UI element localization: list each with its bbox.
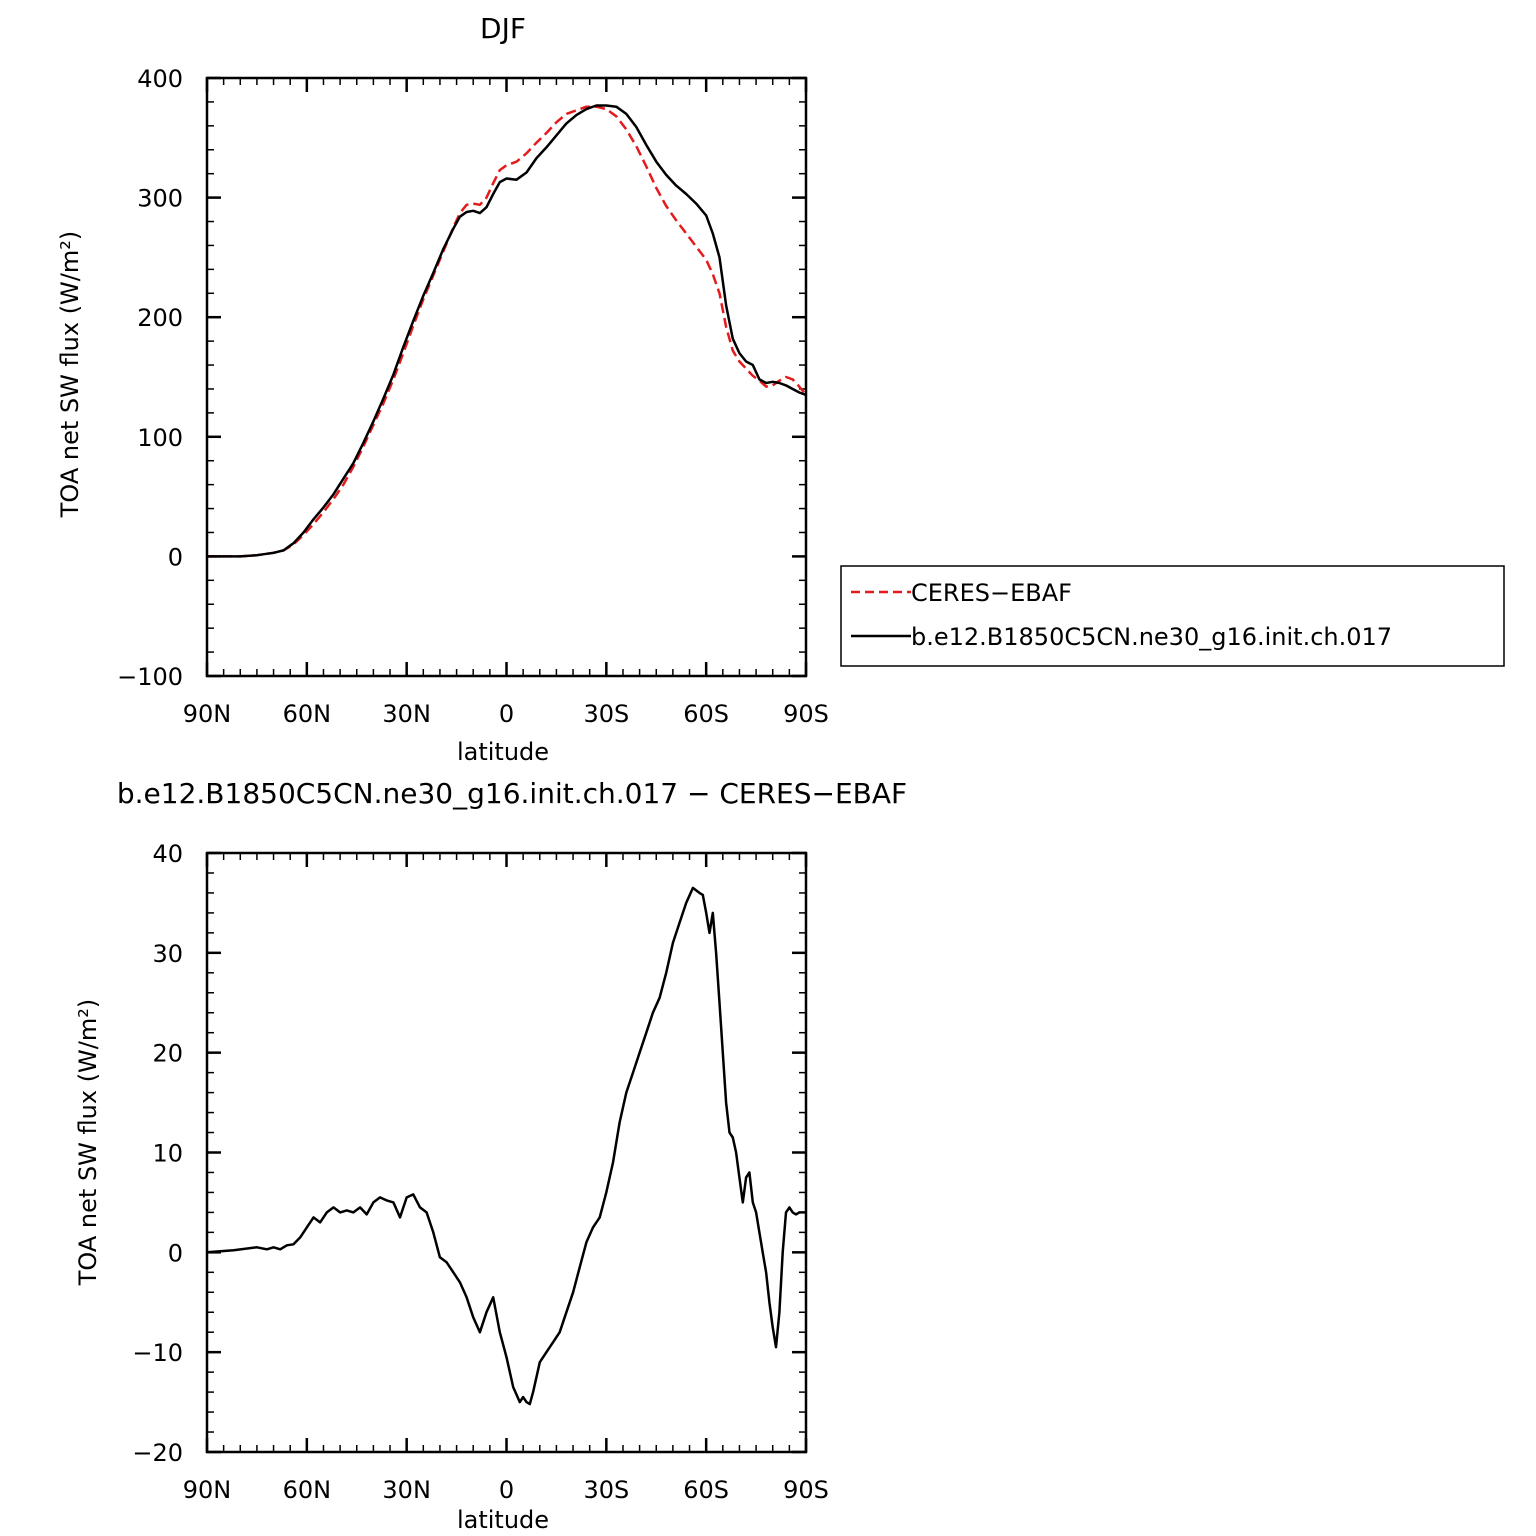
top-x-tick-label: 60S (683, 700, 729, 728)
top-x-tick-label: 30N (382, 700, 431, 728)
top-x-axis-label: latitude (457, 738, 549, 766)
bottom-x-tick-label: 30N (382, 1476, 431, 1504)
bottom-y-tick-label: −10 (132, 1339, 183, 1367)
bottom-series-line-0 (206, 886, 806, 1406)
bottom-y-tick-label: 30 (152, 940, 183, 968)
top-y-axis-label: TOA net SW flux (W/m²) (56, 231, 84, 519)
legend-label-model: b.e12.B1850C5CN.ne30_g16.init.ch.017 (911, 623, 1392, 651)
bottom-y-tick-label: 0 (168, 1239, 183, 1267)
bottom-plot-area: 90N 60N 30N 0 30S 60S 90S −20 −10 0 10 20 30 40 (132, 840, 829, 1504)
bottom-x-tick-label: 90N (183, 1476, 232, 1504)
bottom-y-axis-label: TOA net SW flux (W/m²) (74, 999, 102, 1287)
legend: CERES−EBAF b.e12.B1850C5CN.ne30_g16.init… (840, 565, 1505, 667)
top-panel: DJF latitude TOA net SW flux (W/m²) 90N 6… (56, 12, 829, 766)
bottom-x-tick-label: 90S (783, 1476, 829, 1504)
bottom-x-tick-label: 60N (283, 1476, 332, 1504)
top-x-tick-label: 90S (783, 700, 829, 728)
bottom-x-axis-label: latitude (457, 1506, 549, 1534)
legend-label-ceres: CERES−EBAF (911, 579, 1072, 607)
bottom-chart-title: b.e12.B1850C5CN.ne30_g16.init.ch.017 − C… (117, 777, 907, 810)
bottom-y-tick-label: 20 (152, 1040, 183, 1068)
top-plot-frame (205, 76, 808, 678)
bottom-x-tick-label: 0 (499, 1476, 514, 1504)
top-x-tick-label: 90N (183, 700, 232, 728)
top-y-tick-label: 0 (168, 543, 183, 571)
top-x-tick-label: 0 (499, 700, 514, 728)
top-chart-title: DJF (480, 12, 526, 45)
top-y-tick-label: 200 (137, 304, 183, 332)
bottom-y-tick-label: −20 (132, 1439, 183, 1467)
top-y-tick-label: 100 (137, 424, 183, 452)
top-x-tick-label: 30S (583, 700, 629, 728)
top-series-line-0 (207, 105, 807, 558)
bottom-y-tick-label: 10 (152, 1140, 183, 1168)
top-y-tick-label: 300 (137, 185, 183, 213)
top-y-tick-label: −100 (117, 663, 183, 691)
top-plot-area: 90N 60N 30N 0 30S 60S 90S −100 0 100 200 300 400 (117, 65, 829, 728)
bottom-y-tick-label: 40 (152, 840, 183, 868)
bottom-x-tick-label: 30S (583, 1476, 629, 1504)
top-y-tick-label: 400 (137, 65, 183, 93)
top-x-tick-label: 60N (283, 700, 332, 728)
bottom-x-tick-label: 60S (683, 1476, 729, 1504)
legend-box (840, 565, 1505, 667)
bottom-panel: b.e12.B1850C5CN.ne30_g16.init.ch.017 − C… (74, 777, 907, 1534)
top-series-line-1 (207, 104, 807, 558)
